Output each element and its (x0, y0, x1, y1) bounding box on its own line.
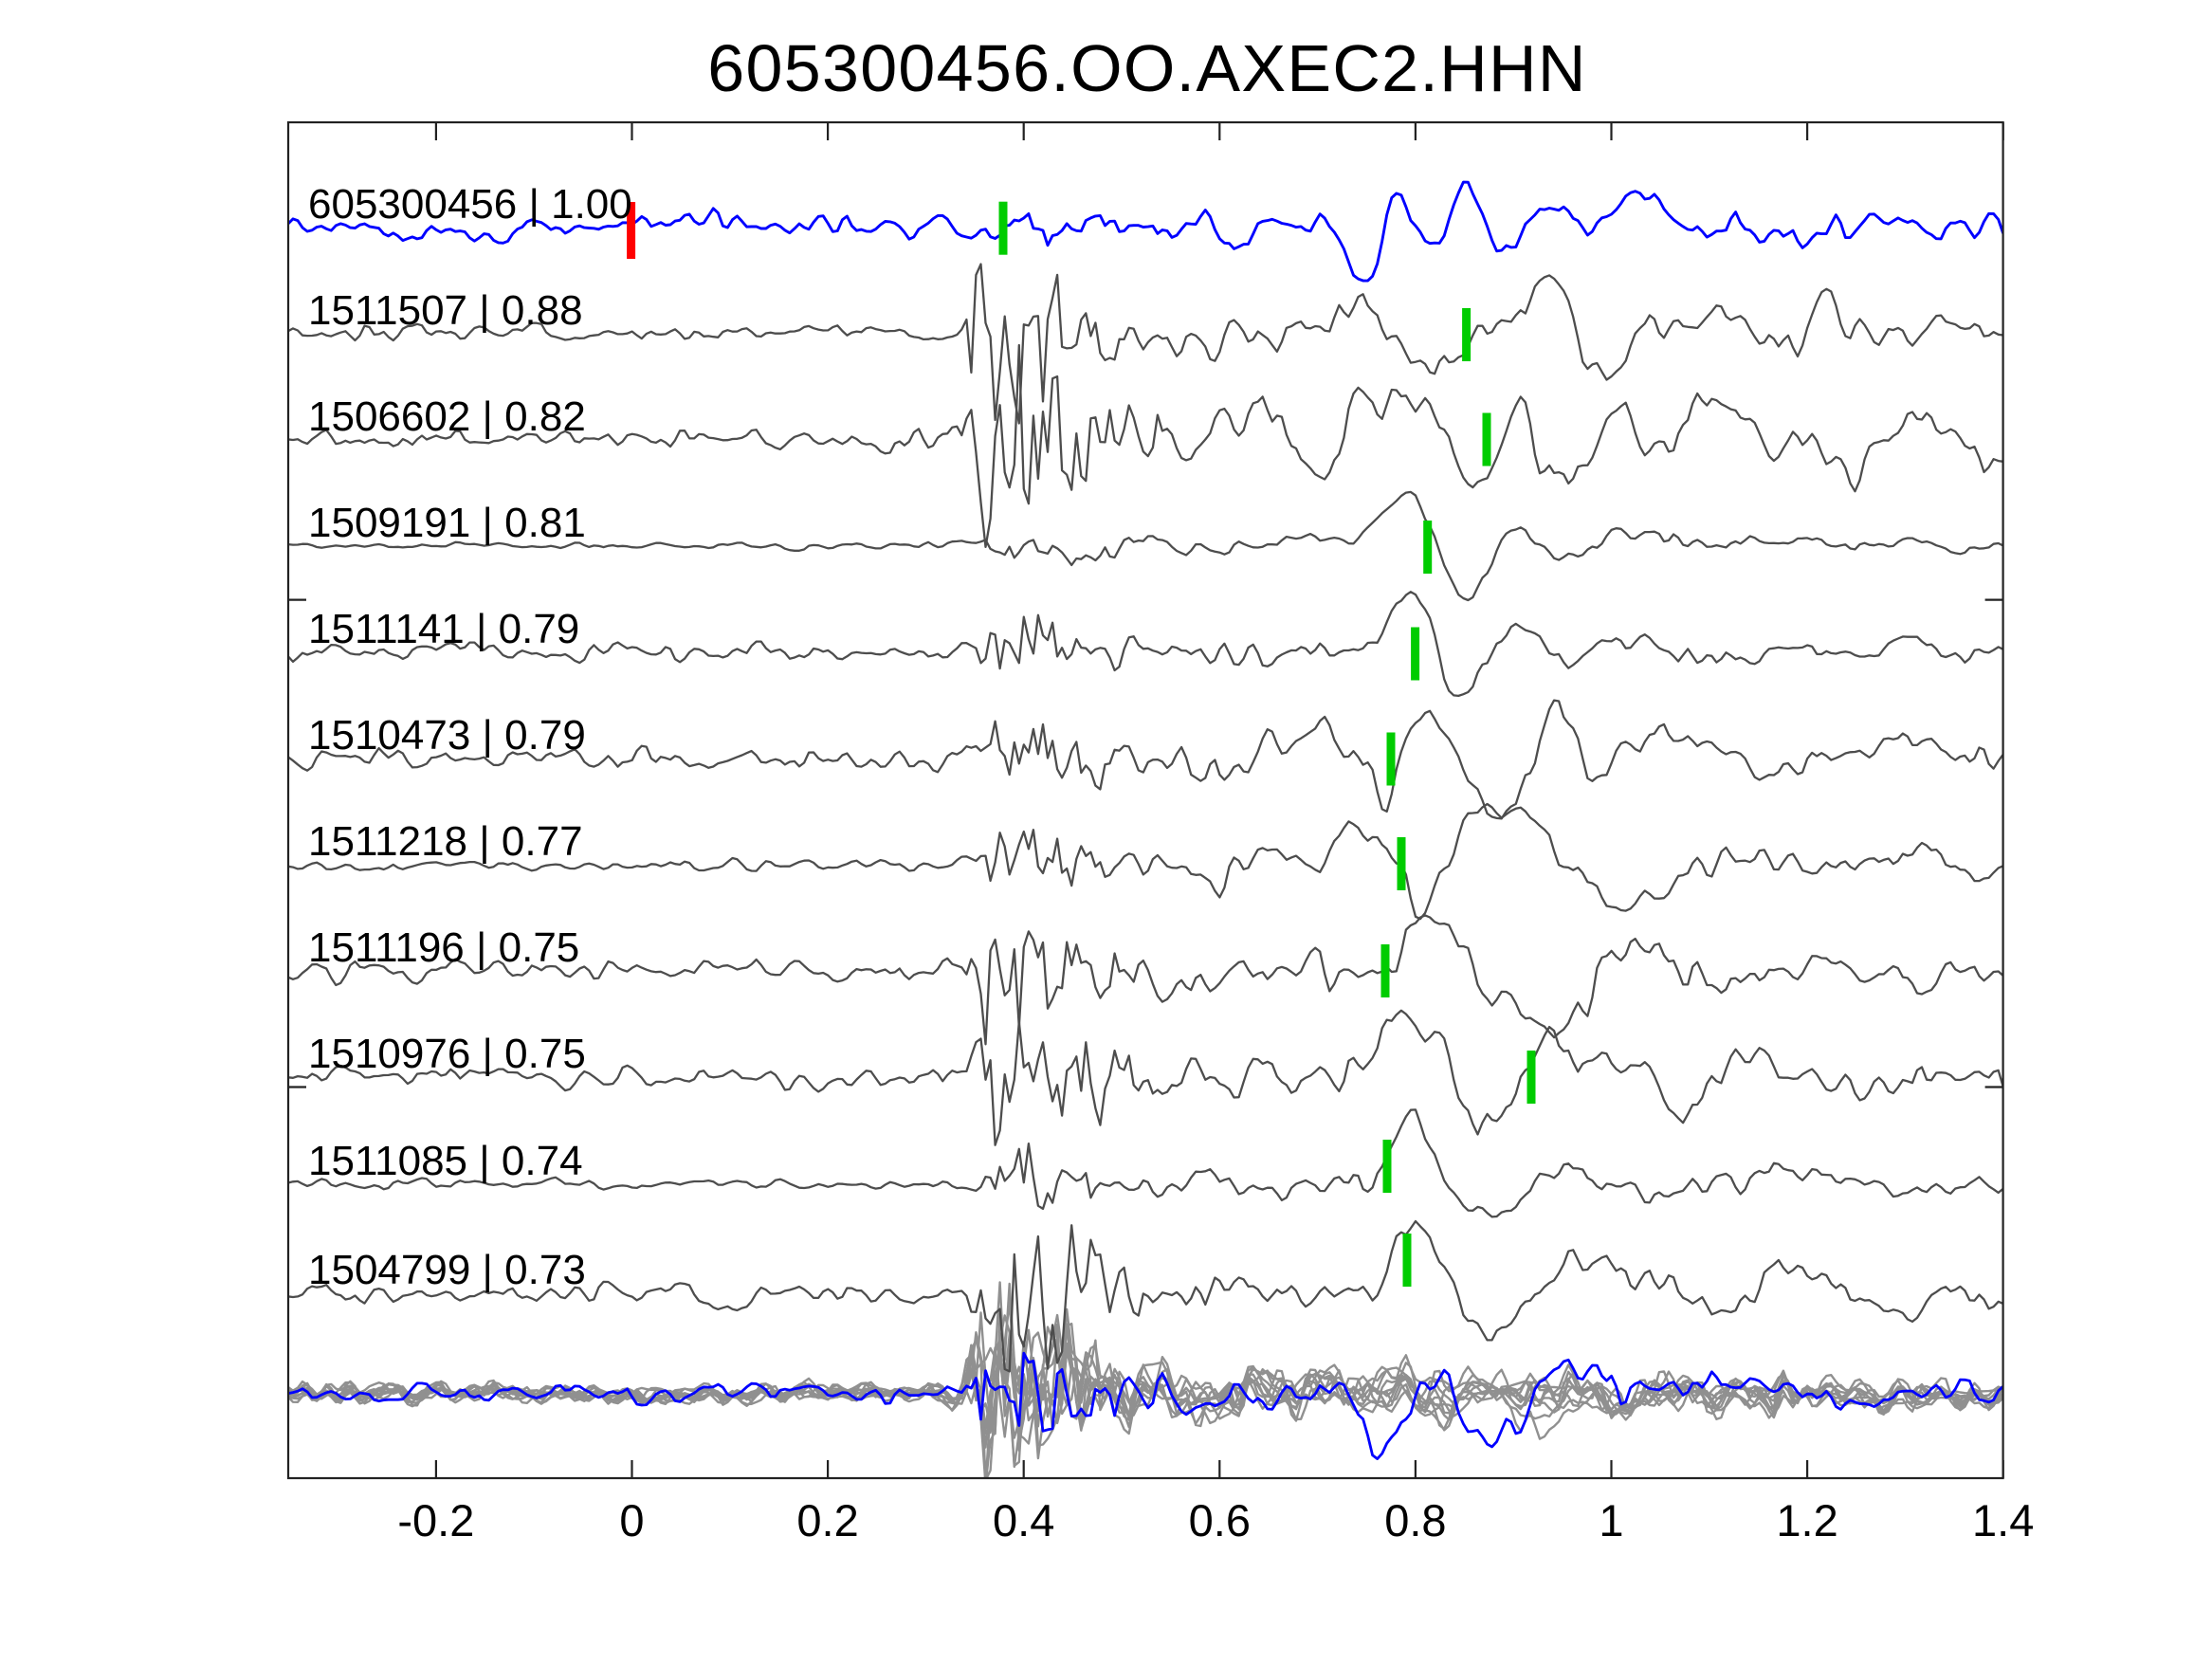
svg-text:1510473 | 0.79: 1510473 | 0.79 (308, 712, 586, 759)
svg-text:1.4: 1.4 (1972, 1495, 2034, 1545)
svg-text:1506602 | 0.82: 1506602 | 0.82 (308, 393, 586, 440)
svg-text:0.8: 0.8 (1384, 1495, 1446, 1545)
svg-text:1511218 | 0.77: 1511218 | 0.77 (308, 818, 583, 865)
svg-text:-0.2: -0.2 (397, 1495, 474, 1545)
svg-text:0.2: 0.2 (796, 1495, 858, 1545)
svg-text:605300456.OO.AXEC2.HHN: 605300456.OO.AXEC2.HHN (707, 31, 1586, 105)
svg-text:1504799 | 0.73: 1504799 | 0.73 (308, 1247, 586, 1293)
svg-text:1: 1 (1599, 1495, 1623, 1545)
svg-text:605300456 | 1.00: 605300456 | 1.00 (308, 181, 632, 228)
svg-text:1509191 | 0.81: 1509191 | 0.81 (308, 500, 586, 546)
svg-text:1511196 | 0.75: 1511196 | 0.75 (308, 924, 579, 971)
svg-text:0.6: 0.6 (1189, 1495, 1251, 1545)
svg-text:1.2: 1.2 (1776, 1495, 1837, 1545)
svg-text:1511085 | 0.74: 1511085 | 0.74 (308, 1138, 583, 1184)
svg-text:1511141 | 0.79: 1511141 | 0.79 (308, 606, 579, 652)
svg-text:0: 0 (619, 1495, 644, 1545)
svg-text:1510976 | 0.75: 1510976 | 0.75 (308, 1031, 586, 1077)
svg-text:0.4: 0.4 (993, 1495, 1054, 1545)
svg-text:1511507 | 0.88: 1511507 | 0.88 (308, 287, 583, 334)
